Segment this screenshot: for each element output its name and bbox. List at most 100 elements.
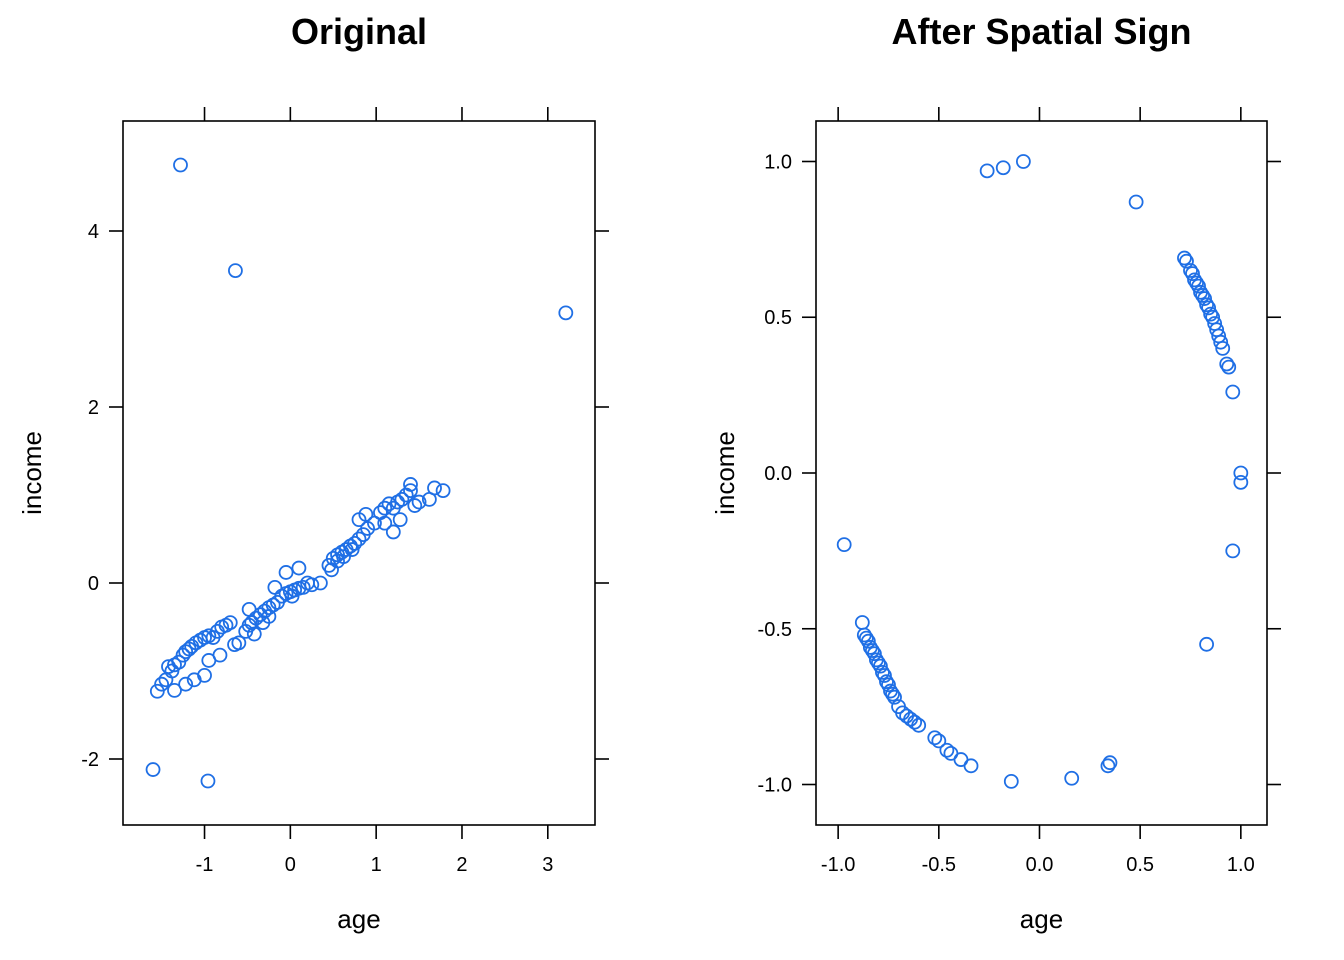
data-point [407, 498, 423, 513]
data-point [267, 580, 283, 595]
data-point [1203, 306, 1219, 322]
data-point [1213, 334, 1229, 350]
data-point [358, 506, 374, 522]
data-point [312, 575, 328, 591]
y-tick-label: -0.5 [758, 619, 792, 641]
data-point [394, 491, 410, 507]
data-point [1219, 356, 1235, 372]
data-point [392, 512, 408, 528]
x-tick-label: -1.0 [821, 854, 855, 876]
x-tick-label: 1.0 [1227, 854, 1255, 876]
panel-original: Original -1 0 1 2 3 -2 0 2 4 age income [17, 11, 609, 934]
data-point [1185, 266, 1200, 282]
y-tick-label: -1.0 [758, 775, 792, 797]
data-point [558, 305, 574, 321]
data-point [222, 615, 238, 630]
data-point [875, 664, 890, 680]
data-point [854, 615, 870, 630]
x-tick-label: 1 [371, 854, 382, 876]
panel-after-spatial-sign: After Spatial Sign -1.0 -0.5 0.0 0.5 1.0 -1.0 -… [710, 11, 1281, 934]
x-tick-label: 0.5 [1126, 854, 1154, 876]
data-point [1225, 543, 1241, 559]
data-point [212, 647, 228, 663]
data-point [1189, 275, 1204, 291]
data-point [197, 668, 212, 683]
data-point [963, 758, 979, 774]
data-point [291, 560, 307, 576]
data-point [351, 531, 367, 547]
data-point [304, 577, 320, 593]
data-point [1183, 263, 1198, 278]
y-axis-label: income [17, 431, 47, 515]
x-axis-label: age [337, 904, 380, 934]
x-tick-label: 0.0 [1026, 854, 1054, 876]
data-point [939, 742, 955, 758]
data-point [284, 588, 300, 604]
y-tick-label: 2 [88, 397, 99, 419]
data-point [1015, 154, 1031, 169]
data-point [927, 730, 943, 746]
data-point [411, 494, 427, 510]
data-point [1128, 194, 1144, 210]
x-tick-label: -0.5 [922, 854, 956, 876]
data-point [879, 674, 894, 690]
data-point [907, 714, 923, 730]
data-point [1215, 340, 1231, 356]
y-tick-label: -2 [81, 749, 99, 771]
x-tick-label: -1 [196, 854, 214, 876]
data-point [864, 643, 880, 658]
plot-frame [815, 120, 1268, 826]
data-point [1100, 758, 1116, 774]
data-point [877, 668, 892, 683]
chart-title: Original [291, 11, 427, 52]
y-tick-label: 1.0 [764, 151, 792, 173]
data-point [427, 480, 442, 496]
data-point [931, 733, 947, 749]
data-point [1233, 465, 1249, 481]
data-point [145, 762, 161, 777]
data-point [871, 655, 886, 671]
y-tick-label: 0.5 [764, 307, 792, 329]
data-point [278, 565, 294, 580]
x-tick-label: 3 [542, 854, 553, 876]
data-point [881, 677, 896, 693]
data-point [1199, 636, 1214, 652]
data-point [1195, 288, 1210, 303]
data-point [167, 682, 182, 698]
data-point [1179, 253, 1194, 269]
data-point [1197, 291, 1212, 306]
data-point [979, 163, 995, 179]
data-point [403, 483, 418, 499]
y-tick-label: 4 [88, 221, 99, 243]
x-tick-label: 0 [285, 854, 296, 876]
data-point [1221, 359, 1237, 375]
data-point [178, 676, 194, 692]
data-point [385, 524, 401, 540]
data-point [231, 635, 247, 651]
data-point [435, 483, 451, 499]
data-point [1233, 474, 1249, 490]
chart-title: After Spatial Sign [891, 11, 1191, 52]
data-point [200, 773, 216, 789]
data-point [261, 609, 277, 624]
data-point [403, 477, 418, 492]
data-point [295, 580, 311, 595]
x-axis-label: age [1020, 904, 1063, 934]
data-point [1102, 755, 1118, 771]
data-point [885, 686, 900, 702]
data-point [1191, 278, 1206, 294]
data-point [344, 542, 360, 557]
data-point [858, 630, 874, 646]
data-point [911, 717, 927, 733]
y-tick-label: 0 [88, 573, 99, 595]
data-point [1064, 770, 1080, 786]
plot-frame [122, 120, 596, 826]
y-tick-label: 0.0 [764, 463, 792, 485]
data-point [377, 515, 393, 531]
y-axis-label: income [710, 431, 740, 515]
data-point [173, 157, 188, 173]
data-point [381, 496, 397, 512]
data-point [228, 263, 243, 279]
data-point [995, 160, 1011, 176]
